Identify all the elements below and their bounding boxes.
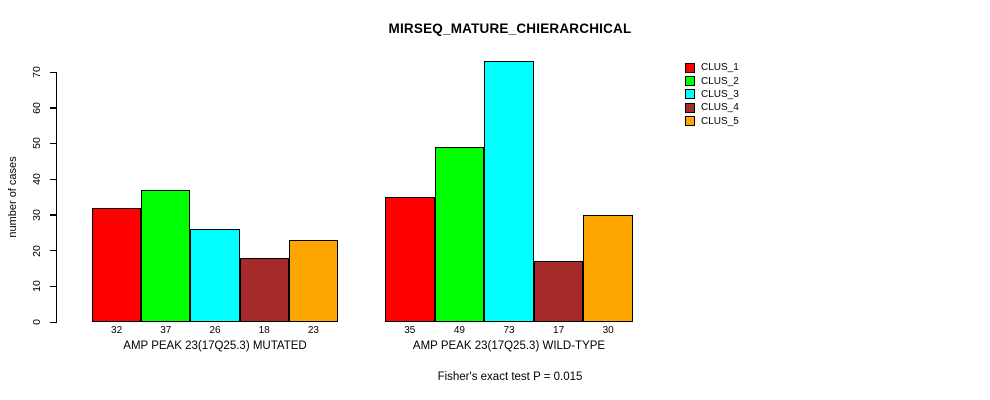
bar-value-label: 37 xyxy=(160,325,172,336)
footer-annotation: Fisher's exact test P = 0.015 xyxy=(437,371,583,383)
y-axis-tick xyxy=(50,71,57,73)
legend-item-clus_3: CLUS_3 xyxy=(685,88,739,101)
y-axis-tick xyxy=(50,285,57,288)
y-axis-tick xyxy=(50,214,57,216)
x-group-label: AMP PEAK 23(17Q25.3) MUTATED xyxy=(123,340,307,352)
legend-item-clus_2: CLUS_2 xyxy=(685,74,739,87)
legend-swatch xyxy=(685,102,695,113)
y-axis-tick xyxy=(50,107,57,109)
bar-value-label: 32 xyxy=(111,325,123,336)
y-axis-tick-label: 10 xyxy=(31,280,43,293)
legend-swatch xyxy=(685,89,695,100)
bar-clus_1-group2 xyxy=(385,197,435,322)
legend-label: CLUS_1 xyxy=(701,62,739,74)
legend: CLUS_1 CLUS_2 CLUS_3 CLUS_4 CLUS_5 xyxy=(685,61,739,128)
bar-value-label: 73 xyxy=(503,325,515,336)
bar-clus_4-group1 xyxy=(239,257,289,322)
legend-label: CLUS_5 xyxy=(701,115,739,127)
bar-clus_3-group2 xyxy=(484,61,534,322)
y-axis-tick-label: 0 xyxy=(31,319,43,325)
bar-value-label: 18 xyxy=(258,325,270,336)
bar-value-label: 30 xyxy=(602,325,614,336)
bar-clus_5-group2 xyxy=(583,214,633,322)
y-axis-tick-label: 70 xyxy=(31,66,43,78)
legend-item-clus_4: CLUS_4 xyxy=(685,101,739,114)
bar-clus_1-group1 xyxy=(92,207,142,322)
bar-value-label: 49 xyxy=(453,325,465,336)
bar-value-label: 23 xyxy=(307,325,319,336)
y-axis-tick xyxy=(50,321,57,323)
bar-value-label: 17 xyxy=(553,325,565,336)
bar-clus_4-group2 xyxy=(533,261,584,322)
legend-swatch xyxy=(685,76,695,87)
y-axis-tick-label: 40 xyxy=(31,173,43,185)
y-axis-label: number of cases xyxy=(7,156,19,238)
legend-item-clus_5: CLUS_5 xyxy=(685,115,739,128)
y-axis-tick-label: 60 xyxy=(31,101,43,114)
legend-swatch xyxy=(685,62,695,73)
y-axis-tick-label: 50 xyxy=(31,137,43,150)
y-axis-tick xyxy=(50,142,57,145)
bar-clus_2-group2 xyxy=(434,147,485,322)
legend-label: CLUS_2 xyxy=(701,75,739,87)
legend-label: CLUS_3 xyxy=(701,88,739,100)
bar-clus_5-group1 xyxy=(288,239,338,322)
y-axis-tick-label: 30 xyxy=(31,209,43,221)
chart-title: MIRSEQ_MATURE_CHIERARCHICAL xyxy=(388,21,632,36)
x-group-label: AMP PEAK 23(17Q25.3) WILD-TYPE xyxy=(412,340,606,352)
y-axis-tick xyxy=(50,178,57,180)
y-axis-line xyxy=(56,72,58,322)
bar-clus_2-group1 xyxy=(141,189,191,322)
y-axis-tick xyxy=(50,250,57,252)
bar-value-label: 26 xyxy=(209,325,221,336)
legend-label: CLUS_4 xyxy=(701,102,739,114)
bar-clus_3-group1 xyxy=(190,229,240,322)
legend-swatch xyxy=(685,116,695,127)
legend-item-clus_1: CLUS_1 xyxy=(685,61,739,74)
y-axis-tick-label: 20 xyxy=(31,244,43,257)
bar-value-label: 35 xyxy=(404,325,416,336)
